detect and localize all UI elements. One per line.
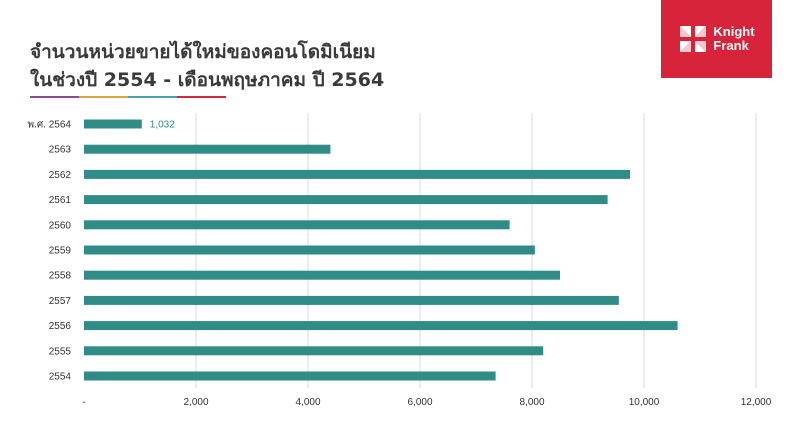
x-tick-label: 4,000 bbox=[295, 397, 320, 408]
category-label: 2554 bbox=[49, 372, 72, 383]
x-tick-label: - bbox=[82, 397, 85, 408]
category-label: 2555 bbox=[49, 346, 72, 357]
rule-segment bbox=[177, 96, 226, 98]
rule-segment bbox=[128, 96, 177, 98]
bar bbox=[84, 169, 630, 179]
category-label: 2557 bbox=[49, 296, 72, 307]
category-label: 2558 bbox=[49, 271, 72, 282]
bar bbox=[84, 144, 331, 154]
x-tick-label: 2,000 bbox=[183, 397, 208, 408]
bar bbox=[84, 270, 560, 280]
bar bbox=[84, 119, 142, 129]
bar bbox=[84, 295, 619, 305]
logo-text-line2: Frank bbox=[713, 38, 749, 53]
logo-text-line1: Knight bbox=[713, 24, 755, 39]
bar bbox=[84, 321, 678, 331]
category-label: 2563 bbox=[49, 145, 72, 156]
x-tick-label: 12,000 bbox=[741, 397, 772, 408]
bar bbox=[84, 346, 544, 356]
knight-frank-mark-icon bbox=[678, 24, 709, 54]
bar bbox=[84, 371, 496, 381]
category-label: 2562 bbox=[49, 170, 72, 181]
category-label: 2556 bbox=[49, 321, 72, 332]
data-label: 1,032 bbox=[150, 120, 175, 131]
rule-segment bbox=[30, 96, 79, 98]
bar bbox=[84, 245, 535, 255]
bar bbox=[84, 220, 510, 230]
category-label: 2561 bbox=[49, 195, 72, 206]
knight-frank-logo: Knight Frank bbox=[661, 0, 772, 78]
title-underline bbox=[30, 96, 226, 98]
x-tick-label: 6,000 bbox=[407, 397, 432, 408]
title-line-1: จำนวนหน่วยขายได้ใหม่ของคอนโดมิเนียม bbox=[30, 41, 376, 63]
rule-segment bbox=[79, 96, 128, 98]
category-label: 2560 bbox=[49, 220, 72, 231]
chart-title: จำนวนหน่วยขายได้ใหม่ของคอนโดมิเนียม ในช่… bbox=[30, 38, 384, 94]
title-line-2: ในช่วงปี 2554 - เดือนพฤษภาคม ปี 2564 bbox=[30, 69, 385, 91]
bar bbox=[84, 195, 608, 205]
category-label: พ.ศ. 2564 bbox=[27, 120, 71, 131]
x-tick-label: 8,000 bbox=[519, 397, 544, 408]
x-tick-label: 10,000 bbox=[629, 397, 660, 408]
category-label: 2559 bbox=[49, 246, 72, 257]
